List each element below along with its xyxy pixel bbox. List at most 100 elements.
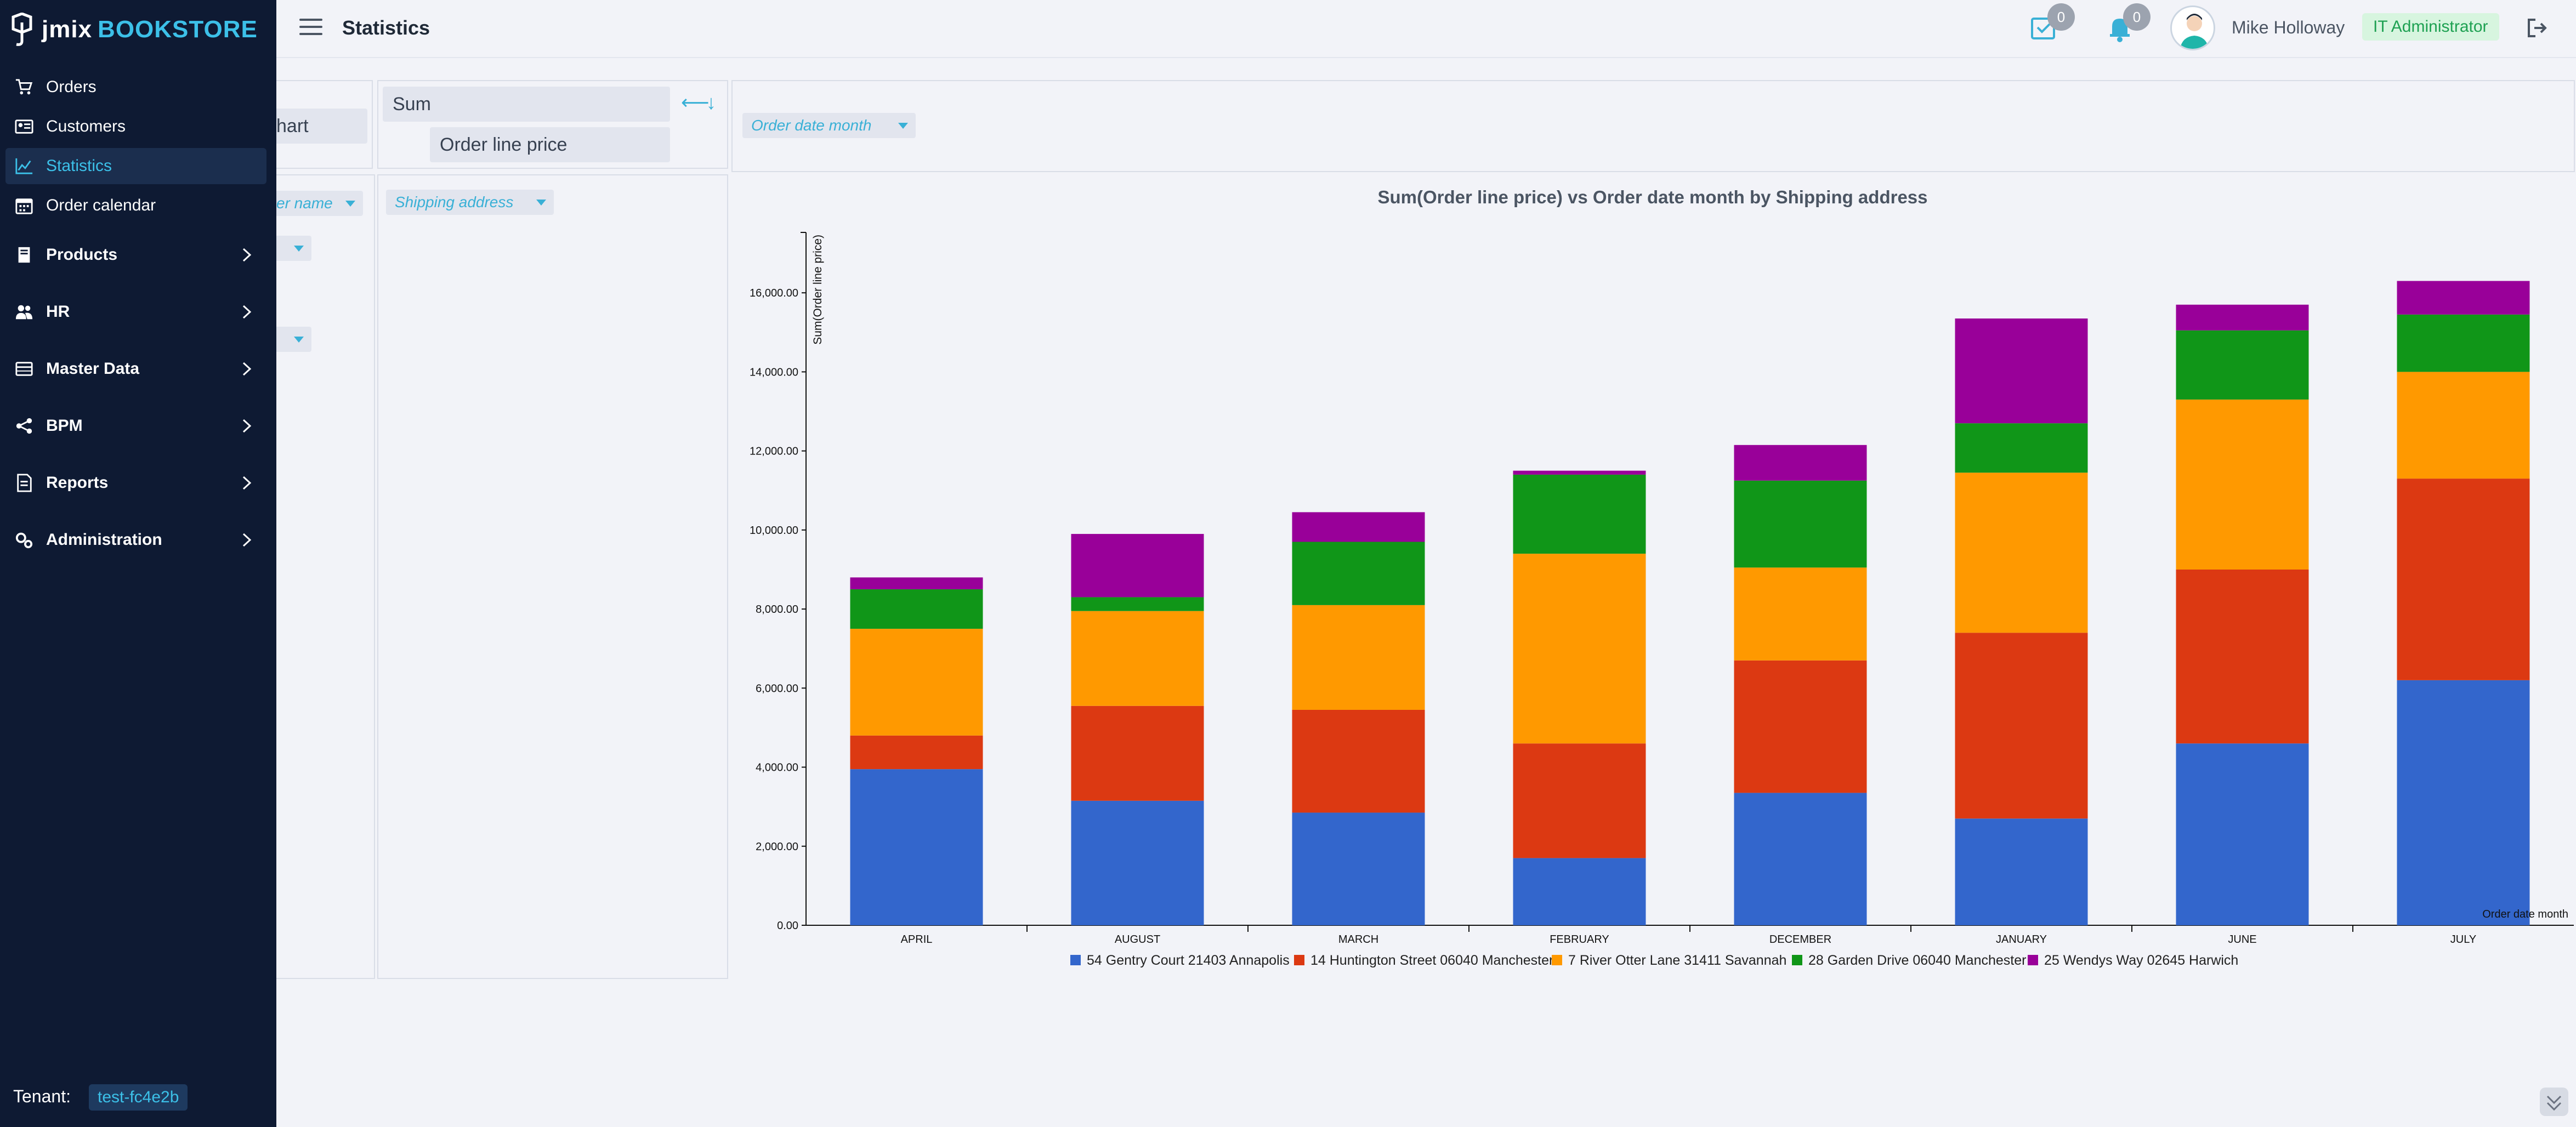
sidebar-item-label: Order calendar: [46, 196, 156, 214]
sidebar-item-label: HR: [46, 303, 70, 321]
legend-entry: 7 River Otter Lane 31411 Savannah: [1568, 953, 1786, 968]
users-icon: [14, 302, 34, 322]
bar-segment: [1955, 473, 2088, 633]
logout-button[interactable]: [2524, 15, 2550, 41]
bar-segment: [2176, 304, 2309, 331]
aggregator-panel: Sum ⟵ ↓ Order line price: [377, 80, 728, 169]
chevron-down-icon: [898, 123, 908, 129]
jmix-logo-icon: [12, 13, 32, 46]
sidebar-item-customers[interactable]: Customers: [5, 109, 266, 145]
app-logo[interactable]: jmix BOOKSTORE: [10, 12, 258, 47]
y-tick-label: 12,000.00: [750, 446, 798, 458]
legend-swatch: [2028, 955, 2038, 965]
y-tick-label: 14,000.00: [750, 366, 798, 378]
legend-swatch: [1070, 955, 1081, 965]
bar-segment: [1513, 743, 1646, 858]
x-tick-label: MARCH: [1338, 934, 1378, 946]
stacked-bar-chart: Sum(Order line price) vs Order date mont…: [750, 187, 2574, 968]
y-tick-label: 16,000.00: [750, 287, 798, 299]
page-title: Statistics: [342, 16, 430, 39]
bar-segment: [1071, 705, 1204, 801]
attr-customer-name[interactable]: er name: [276, 191, 363, 216]
tenant-badge: test-fc4e2b: [89, 1084, 188, 1111]
chevron-down-icon: [294, 246, 304, 252]
sidebar-item-hr[interactable]: HR: [5, 294, 266, 330]
bar-segment: [1513, 474, 1646, 554]
chevron-right-icon: [238, 418, 254, 434]
sidebar-item-master-data[interactable]: Master Data: [5, 351, 266, 387]
bar-segment: [1955, 818, 2088, 925]
sidebar-item-products[interactable]: Products: [5, 237, 266, 273]
sidebar-item-bpm[interactable]: BPM: [5, 408, 266, 444]
renderer-panel: hart: [276, 80, 373, 169]
bar-segment: [1955, 318, 2088, 424]
tasks-button[interactable]: 0: [2029, 3, 2075, 43]
attr-hidden-2[interactable]: [276, 327, 311, 352]
attr-hidden-1[interactable]: [276, 236, 311, 261]
chart-line-icon: [14, 156, 34, 176]
logout-icon: [2528, 19, 2547, 37]
sidebar-item-administration[interactable]: Administration: [5, 522, 266, 558]
sidebar-item-label: Orders: [46, 78, 97, 96]
row-sort-toggle[interactable]: ⟵: [681, 91, 710, 113]
bar-segment: [850, 735, 983, 770]
aggregator-field-value: Order line price: [440, 134, 568, 155]
bar-segment: [850, 589, 983, 629]
bar-segment: [1292, 542, 1425, 605]
sidebar-item-reports[interactable]: Reports: [5, 465, 266, 501]
cart-icon: [14, 77, 34, 97]
bar-segment: [2397, 479, 2530, 680]
bar-segment: [1071, 597, 1204, 611]
aggregator-select[interactable]: Sum: [383, 87, 670, 122]
chevron-down-icon: [294, 337, 304, 343]
bar-segment: [2176, 743, 2309, 925]
tenant-label: Tenant:: [13, 1086, 71, 1106]
col-sort-toggle[interactable]: ↓: [706, 91, 716, 113]
sidebar-item-statistics[interactable]: Statistics: [5, 148, 266, 184]
x-tick-label: FEBRUARY: [1550, 934, 1609, 946]
chevron-down-icon: [345, 201, 355, 207]
notifications-button[interactable]: 0: [2104, 3, 2151, 43]
sidebar-item-orders[interactable]: Orders: [5, 69, 266, 105]
row-attr-label: Shipping address: [395, 193, 514, 210]
bar-segment: [1513, 470, 1646, 475]
sidebar: jmix BOOKSTORE Orders Customers Statistics…: [0, 0, 276, 1127]
bar-segment: [1734, 660, 1867, 793]
col-attr-order-date-month[interactable]: Order date month: [742, 113, 916, 138]
attr-customer-name-label: er name: [276, 195, 333, 212]
sidebar-item-order-calendar[interactable]: Order calendar: [5, 187, 266, 224]
scroll-down-button[interactable]: [2540, 1088, 2568, 1116]
aggregator-select-value: Sum: [393, 94, 431, 115]
notifications-count-badge: 0: [2123, 3, 2151, 31]
bar-segment: [2176, 569, 2309, 744]
x-tick-label: DECEMBER: [1769, 934, 1831, 946]
bar-segment: [1513, 554, 1646, 744]
x-axis-label: Order date month: [2482, 908, 2568, 920]
bar-segment: [1734, 445, 1867, 481]
sidebar-item-label: BPM: [46, 417, 83, 435]
role-badge: IT Administrator: [2362, 13, 2499, 41]
legend-swatch: [1294, 955, 1304, 965]
bar-segment: [2176, 330, 2309, 400]
bar-segment: [850, 629, 983, 736]
aggregator-field-select[interactable]: Order line price: [430, 127, 670, 162]
bar-segment: [1734, 480, 1867, 568]
chevron-right-icon: [238, 361, 254, 377]
legend-entry: 54 Gentry Court 21403 Annapolis: [1087, 953, 1290, 968]
bar-segment: [1955, 633, 2088, 819]
renderer-select[interactable]: hart: [276, 109, 367, 144]
calendar-icon: [14, 196, 34, 215]
sidebar-item-label: Statistics: [46, 157, 112, 175]
y-tick-label: 4,000.00: [756, 762, 798, 774]
unused-attributes-panel: er name: [276, 174, 375, 979]
tasks-count-badge: 0: [2047, 3, 2075, 31]
y-tick-label: 8,000.00: [756, 604, 798, 616]
top-bar: Statistics 0 0 Mike Holloway IT Administ…: [276, 0, 2576, 58]
row-attr-shipping-address[interactable]: Shipping address: [386, 190, 554, 215]
bar-segment: [850, 577, 983, 590]
menu-toggle-icon[interactable]: [299, 19, 322, 38]
avatar[interactable]: [2170, 5, 2215, 50]
column-attributes-panel: Order date month: [731, 80, 2575, 172]
sidebar-item-label: Administration: [46, 531, 162, 549]
y-tick-label: 2,000.00: [756, 841, 798, 853]
